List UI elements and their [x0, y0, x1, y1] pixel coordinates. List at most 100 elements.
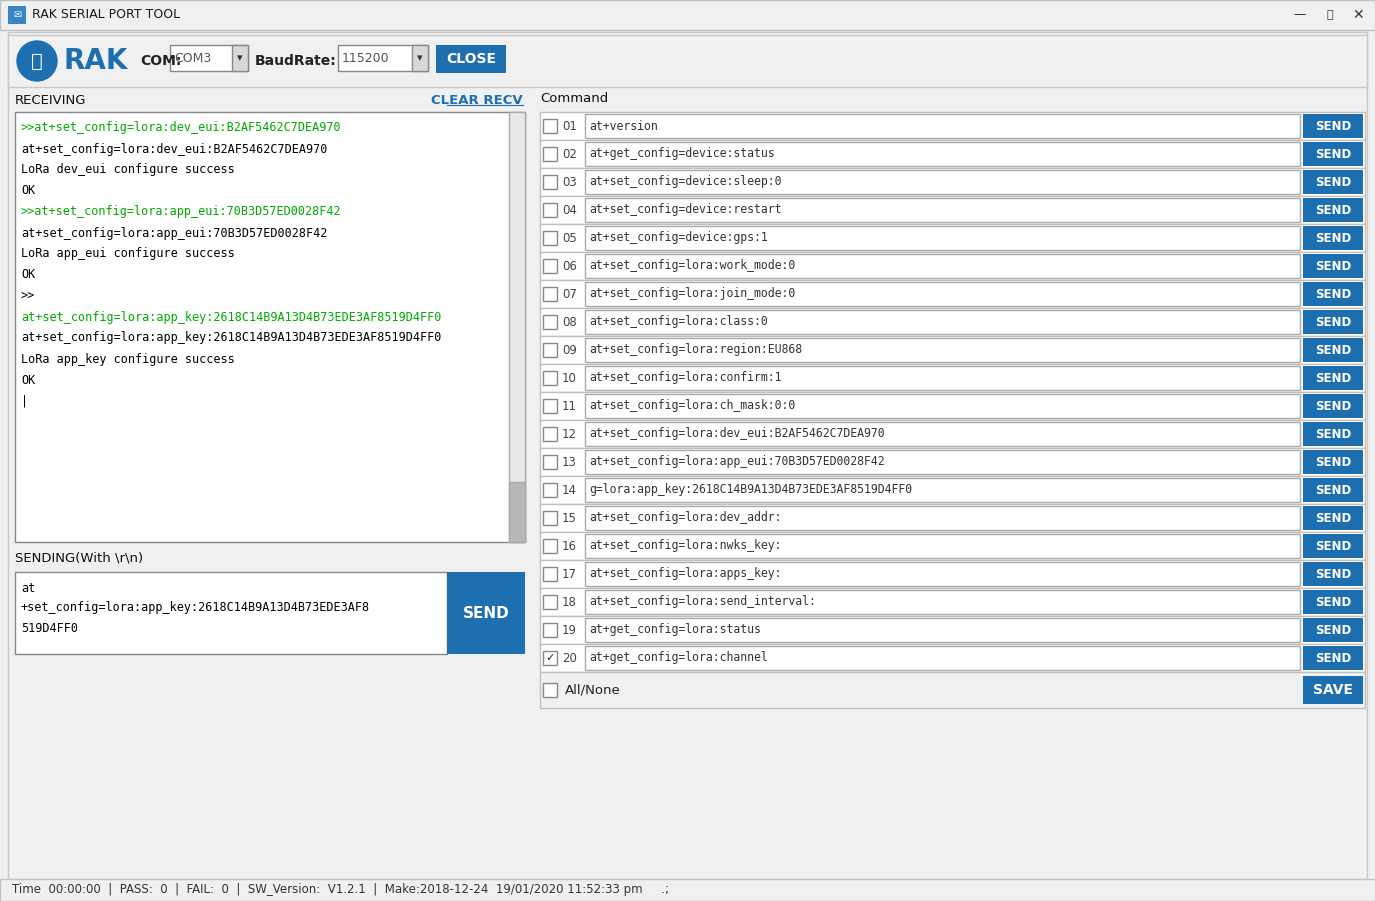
Bar — [338, 45, 428, 71]
Text: COM:: COM: — [140, 54, 182, 68]
Bar — [436, 45, 506, 73]
Bar — [540, 392, 1365, 420]
Text: ✕: ✕ — [1352, 8, 1364, 22]
Bar — [584, 590, 1299, 614]
Text: ⦿: ⦿ — [32, 51, 43, 70]
Bar — [543, 511, 557, 525]
Bar — [540, 196, 1365, 224]
Text: 16: 16 — [562, 540, 578, 552]
Bar — [1304, 562, 1363, 586]
Bar — [8, 6, 26, 24]
Text: >>at+set_config=lora:app_eui:70B3D57ED0028F42: >>at+set_config=lora:app_eui:70B3D57ED00… — [21, 205, 341, 219]
Bar — [540, 364, 1365, 392]
Text: at+set_config=device:gps:1: at+set_config=device:gps:1 — [588, 232, 767, 244]
Text: ✓: ✓ — [546, 653, 554, 663]
Bar — [543, 203, 557, 217]
Text: SEND: SEND — [1314, 596, 1352, 608]
Bar — [584, 646, 1299, 670]
Bar — [584, 618, 1299, 642]
Bar — [584, 366, 1299, 390]
Bar — [543, 315, 557, 329]
Bar — [447, 572, 525, 654]
Text: LoRa app_key configure success: LoRa app_key configure success — [21, 352, 235, 366]
Text: at+get_config=device:status: at+get_config=device:status — [588, 148, 774, 160]
Text: g=lora:app_key:2618C14B9A13D4B73EDE3AF8519D4FF0: g=lora:app_key:2618C14B9A13D4B73EDE3AF85… — [588, 484, 912, 496]
Bar — [1304, 254, 1363, 278]
Bar — [1304, 478, 1363, 502]
Text: at+set_config=lora:dev_eui:B2AF5462C7DEA970: at+set_config=lora:dev_eui:B2AF5462C7DEA… — [21, 142, 327, 156]
Bar — [584, 422, 1299, 446]
Bar — [540, 112, 1365, 140]
Bar — [543, 343, 557, 357]
Bar — [584, 282, 1299, 306]
Bar — [509, 482, 525, 542]
Text: BaudRate:: BaudRate: — [254, 54, 337, 68]
Bar — [540, 476, 1365, 504]
Text: >>: >> — [21, 289, 36, 303]
Text: SEND: SEND — [1314, 512, 1352, 524]
Text: at+set_config=lora:send_interval:: at+set_config=lora:send_interval: — [588, 596, 815, 608]
Text: at+set_config=lora:app_key:2618C14B9A13D4B73EDE3AF8519D4FF0: at+set_config=lora:app_key:2618C14B9A13D… — [21, 332, 441, 344]
Text: SEND: SEND — [1314, 287, 1352, 301]
Text: at+set_config=lora:ch_mask:0:0: at+set_config=lora:ch_mask:0:0 — [588, 399, 795, 413]
Text: 20: 20 — [562, 651, 578, 665]
Text: 02: 02 — [562, 148, 578, 160]
Bar — [540, 224, 1365, 252]
Bar — [0, 879, 1375, 901]
Bar — [1304, 338, 1363, 362]
Bar — [543, 175, 557, 189]
Bar — [584, 198, 1299, 222]
Text: Time  00:00:00  |  PASS:  0  |  FAIL:  0  |  SW_Version:  V1.2.1  |  Make:2018-1: Time 00:00:00 | PASS: 0 | FAIL: 0 | SW_V… — [12, 884, 670, 896]
Bar — [1304, 114, 1363, 138]
Text: 14: 14 — [562, 484, 578, 496]
Text: at+set_config=lora:region:EU868: at+set_config=lora:region:EU868 — [588, 343, 802, 357]
Bar — [543, 595, 557, 609]
Bar — [540, 420, 1365, 448]
Text: at+set_config=lora:apps_key:: at+set_config=lora:apps_key: — [588, 568, 781, 580]
Bar — [412, 45, 428, 71]
Text: at: at — [21, 581, 36, 595]
Text: SEND: SEND — [1314, 259, 1352, 272]
Bar — [584, 310, 1299, 334]
Text: SEND: SEND — [1314, 315, 1352, 329]
Bar — [1304, 506, 1363, 530]
Text: at+set_config=device:sleep:0: at+set_config=device:sleep:0 — [588, 176, 781, 188]
Text: SEND: SEND — [462, 605, 509, 621]
Bar — [540, 504, 1365, 532]
Text: OK: OK — [21, 374, 36, 387]
Bar — [540, 448, 1365, 476]
Text: >>at+set_config=lora:dev_eui:B2AF5462C7DEA970: >>at+set_config=lora:dev_eui:B2AF5462C7D… — [21, 122, 341, 134]
Text: ▾: ▾ — [236, 53, 243, 63]
Text: SEND: SEND — [1314, 427, 1352, 441]
Bar — [540, 280, 1365, 308]
Text: SEND: SEND — [1314, 371, 1352, 385]
Text: 17: 17 — [562, 568, 578, 580]
Text: SEND: SEND — [1314, 399, 1352, 413]
Bar — [540, 168, 1365, 196]
Text: SAVE: SAVE — [1313, 683, 1353, 697]
Bar — [509, 112, 525, 542]
Text: 19: 19 — [562, 623, 578, 636]
Text: 03: 03 — [562, 176, 576, 188]
Bar — [543, 427, 557, 441]
Bar — [584, 338, 1299, 362]
Text: at+set_config=lora:join_mode:0: at+set_config=lora:join_mode:0 — [588, 287, 795, 301]
Bar — [543, 567, 557, 581]
Text: at+set_config=lora:confirm:1: at+set_config=lora:confirm:1 — [588, 371, 781, 385]
Text: at+set_config=lora:app_eui:70B3D57ED0028F42: at+set_config=lora:app_eui:70B3D57ED0028… — [21, 226, 327, 240]
Bar — [543, 231, 557, 245]
Bar — [543, 683, 557, 697]
Text: OK: OK — [21, 268, 36, 281]
Text: LoRa dev_eui configure success: LoRa dev_eui configure success — [21, 163, 235, 177]
Text: SEND: SEND — [1314, 456, 1352, 469]
Bar — [15, 39, 59, 83]
Text: ⬜: ⬜ — [1327, 10, 1334, 20]
Bar — [1304, 676, 1363, 704]
Text: at+set_config=lora:dev_addr:: at+set_config=lora:dev_addr: — [588, 512, 781, 524]
Bar — [1304, 618, 1363, 642]
Bar — [543, 147, 557, 161]
Bar — [543, 259, 557, 273]
Bar — [540, 308, 1365, 336]
Text: at+set_config=lora:dev_eui:B2AF5462C7DEA970: at+set_config=lora:dev_eui:B2AF5462C7DEA… — [588, 427, 884, 441]
Text: SEND: SEND — [1314, 176, 1352, 188]
